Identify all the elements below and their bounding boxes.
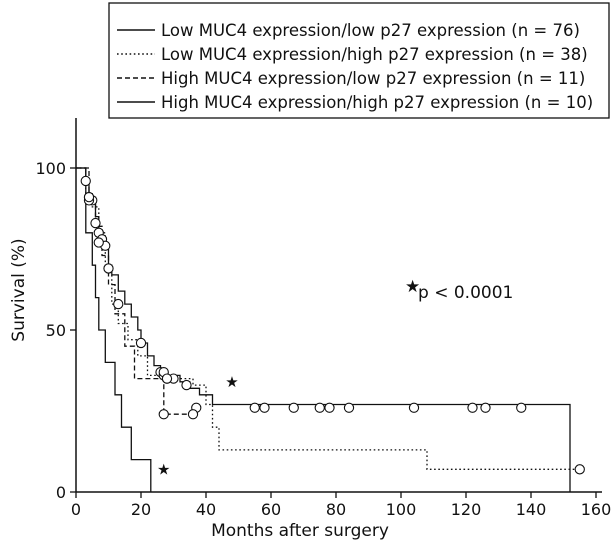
star-marker: ★ — [225, 373, 238, 391]
x-tick-label: 140 — [516, 500, 547, 519]
censor-marker — [574, 464, 585, 475]
censor-markers — [80, 175, 585, 475]
legend-box — [108, 2, 610, 119]
legend-label-4: High MUC4 expression/high p27 expression… — [161, 93, 593, 112]
x-tick-label: 100 — [386, 500, 417, 519]
censor-marker — [408, 402, 420, 413]
censor-marker — [187, 409, 199, 420]
y-tick-label: 50 — [46, 321, 66, 340]
censor-marker — [249, 402, 260, 413]
legend-label-3: High MUC4 expression/low p27 expression … — [161, 69, 585, 88]
censor-marker — [324, 402, 335, 413]
censor-marker — [80, 175, 91, 187]
series-group — [76, 167, 580, 492]
x-tick-label: 60 — [261, 500, 281, 519]
x-tick-label: 80 — [326, 500, 346, 519]
censor-marker — [83, 192, 95, 203]
censor-marker — [343, 402, 355, 413]
x-tick-label: 20 — [131, 500, 151, 519]
x-tick-label: 120 — [451, 500, 482, 519]
legend-label-2: Low MUC4 expression/high p27 expression … — [161, 45, 588, 64]
series-line-1 — [76, 167, 571, 492]
y-tick-label: 0 — [56, 483, 66, 502]
x-tick-label: 0 — [71, 500, 81, 519]
star-marker: ★ — [157, 460, 170, 478]
ticks: 0 20 40 60 80 100 120 140 160 0 50 100 — [35, 159, 611, 519]
censor-marker — [161, 373, 173, 384]
censor-marker — [467, 402, 478, 413]
legend-label-1: Low MUC4 expression/low p27 expression (… — [161, 21, 580, 40]
censor-marker — [516, 402, 527, 413]
x-tick-label: 40 — [196, 500, 216, 519]
annotation-star: ★ — [405, 277, 420, 297]
x-tick-label: 160 — [581, 500, 612, 519]
p-value-annotation: ★ p < 0.0001 — [405, 277, 513, 303]
censor-marker — [135, 337, 147, 349]
censor-marker — [113, 298, 124, 310]
annotation-text: p < 0.0001 — [418, 283, 513, 303]
y-tick-label: 100 — [35, 159, 66, 178]
censor-marker — [181, 379, 192, 391]
censor-marker — [480, 402, 491, 413]
significance-stars: ★★ — [157, 373, 239, 478]
censor-marker — [93, 237, 104, 248]
series-line-3 — [76, 167, 200, 415]
censor-marker — [288, 402, 299, 413]
x-axis-title: Months after surgery — [211, 521, 389, 540]
series-line-4 — [76, 167, 152, 492]
censor-marker — [90, 217, 101, 229]
censor-marker — [314, 402, 325, 413]
axes — [75, 118, 602, 493]
censor-marker — [259, 402, 270, 413]
series-line-2 — [76, 167, 580, 470]
y-axis-title: Survival (%) — [9, 238, 29, 341]
legend: Low MUC4 expression/low p27 expression (… — [108, 2, 610, 119]
censor-marker — [103, 263, 114, 274]
censor-marker — [158, 409, 169, 420]
